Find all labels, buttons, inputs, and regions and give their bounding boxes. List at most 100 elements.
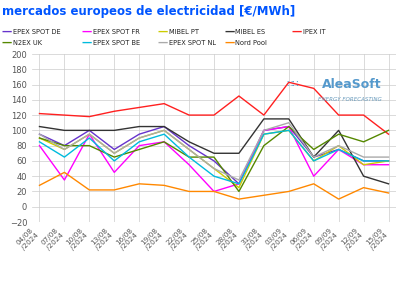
- MIBEL PT: [62, 148, 67, 151]
- EPEX SPOT BE: [286, 129, 291, 132]
- EPEX SPOT BE: [311, 159, 316, 163]
- EPEX SPOT NL: [62, 148, 67, 151]
- EPEX SPOT DE: [262, 129, 266, 132]
- MIBEL ES: [286, 117, 291, 121]
- EPEX SPOT NL: [137, 136, 142, 140]
- Line: IPEX IT: IPEX IT: [40, 82, 388, 134]
- Nord Pool: [336, 197, 341, 201]
- Nord Pool: [62, 171, 67, 174]
- EPEX SPOT NL: [336, 144, 341, 147]
- EPEX SPOT BE: [37, 140, 42, 144]
- EPEX SPOT FR: [336, 148, 341, 151]
- EPEX SPOT DE: [311, 155, 316, 159]
- EPEX SPOT DE: [87, 129, 92, 132]
- N2EX UK: [212, 155, 216, 159]
- Text: MIBEL ES: MIBEL ES: [235, 28, 265, 34]
- MIBEL PT: [236, 186, 241, 189]
- EPEX SPOT DE: [112, 148, 117, 151]
- EPEX SPOT DE: [62, 144, 67, 147]
- Text: ∷∷: ∷∷: [287, 79, 299, 89]
- EPEX SPOT FR: [361, 163, 366, 166]
- N2EX UK: [62, 144, 67, 147]
- EPEX SPOT BE: [137, 140, 142, 144]
- Text: N2EX UK: N2EX UK: [13, 40, 42, 46]
- MIBEL PT: [286, 129, 291, 132]
- N2EX UK: [162, 140, 166, 144]
- IPEX IT: [162, 102, 166, 105]
- Text: mercados europeos de electricidad [€/MWh]: mercados europeos de electricidad [€/MWh…: [2, 4, 295, 17]
- IPEX IT: [212, 113, 216, 117]
- IPEX IT: [137, 106, 142, 109]
- MIBEL ES: [37, 125, 42, 128]
- Text: —: —: [224, 26, 234, 37]
- EPEX SPOT DE: [236, 182, 241, 186]
- Text: EPEX SPOT BE: EPEX SPOT BE: [93, 40, 140, 46]
- MIBEL ES: [262, 117, 266, 121]
- EPEX SPOT FR: [311, 174, 316, 178]
- IPEX IT: [37, 112, 42, 116]
- Nord Pool: [212, 190, 216, 193]
- MIBEL PT: [262, 132, 266, 136]
- Nord Pool: [187, 190, 192, 193]
- EPEX SPOT BE: [336, 148, 341, 151]
- MIBEL PT: [162, 129, 166, 132]
- Text: ENERGY FORECASTING: ENERGY FORECASTING: [318, 97, 382, 102]
- EPEX SPOT NL: [187, 148, 192, 151]
- Line: Nord Pool: Nord Pool: [40, 172, 388, 199]
- IPEX IT: [187, 113, 192, 117]
- N2EX UK: [262, 144, 266, 147]
- EPEX SPOT BE: [212, 174, 216, 178]
- Text: Nord Pool: Nord Pool: [235, 40, 267, 46]
- N2EX UK: [286, 125, 291, 128]
- EPEX SPOT BE: [386, 159, 391, 163]
- EPEX SPOT DE: [137, 132, 142, 136]
- MIBEL ES: [336, 129, 341, 132]
- IPEX IT: [361, 113, 366, 117]
- MIBEL ES: [112, 129, 117, 132]
- EPEX SPOT FR: [62, 178, 67, 182]
- N2EX UK: [361, 140, 366, 144]
- Line: EPEX SPOT NL: EPEX SPOT NL: [40, 123, 388, 180]
- EPEX SPOT BE: [361, 159, 366, 163]
- EPEX SPOT NL: [361, 155, 366, 159]
- EPEX SPOT NL: [112, 152, 117, 155]
- EPEX SPOT DE: [361, 159, 366, 163]
- EPEX SPOT DE: [162, 125, 166, 128]
- MIBEL PT: [87, 132, 92, 136]
- Text: EPEX SPOT NL: EPEX SPOT NL: [169, 40, 216, 46]
- EPEX SPOT DE: [286, 125, 291, 128]
- EPEX SPOT FR: [87, 132, 92, 136]
- Nord Pool: [112, 188, 117, 192]
- Nord Pool: [37, 184, 42, 187]
- MIBEL ES: [62, 129, 67, 132]
- MIBEL PT: [336, 144, 341, 147]
- EPEX SPOT DE: [187, 144, 192, 147]
- MIBEL ES: [311, 155, 316, 159]
- IPEX IT: [311, 87, 316, 90]
- N2EX UK: [311, 148, 316, 151]
- MIBEL ES: [361, 174, 366, 178]
- MIBEL PT: [361, 163, 366, 166]
- EPEX SPOT BE: [236, 182, 241, 186]
- Nord Pool: [386, 191, 391, 195]
- N2EX UK: [336, 132, 341, 136]
- EPEX SPOT BE: [112, 159, 117, 163]
- EPEX SPOT DE: [386, 159, 391, 163]
- N2EX UK: [187, 155, 192, 159]
- Line: EPEX SPOT FR: EPEX SPOT FR: [40, 127, 388, 191]
- IPEX IT: [336, 113, 341, 117]
- N2EX UK: [137, 148, 142, 151]
- MIBEL PT: [112, 152, 117, 155]
- IPEX IT: [386, 132, 391, 136]
- MIBEL ES: [162, 125, 166, 128]
- Nord Pool: [262, 194, 266, 197]
- EPEX SPOT BE: [87, 136, 92, 140]
- N2EX UK: [37, 136, 42, 140]
- N2EX UK: [236, 190, 241, 193]
- Nord Pool: [87, 188, 92, 192]
- Text: AleaSoft: AleaSoft: [322, 78, 382, 91]
- Nord Pool: [162, 184, 166, 187]
- Text: MIBEL PT: MIBEL PT: [169, 28, 199, 34]
- Text: EPEX SPOT DE: EPEX SPOT DE: [13, 28, 61, 34]
- N2EX UK: [87, 144, 92, 147]
